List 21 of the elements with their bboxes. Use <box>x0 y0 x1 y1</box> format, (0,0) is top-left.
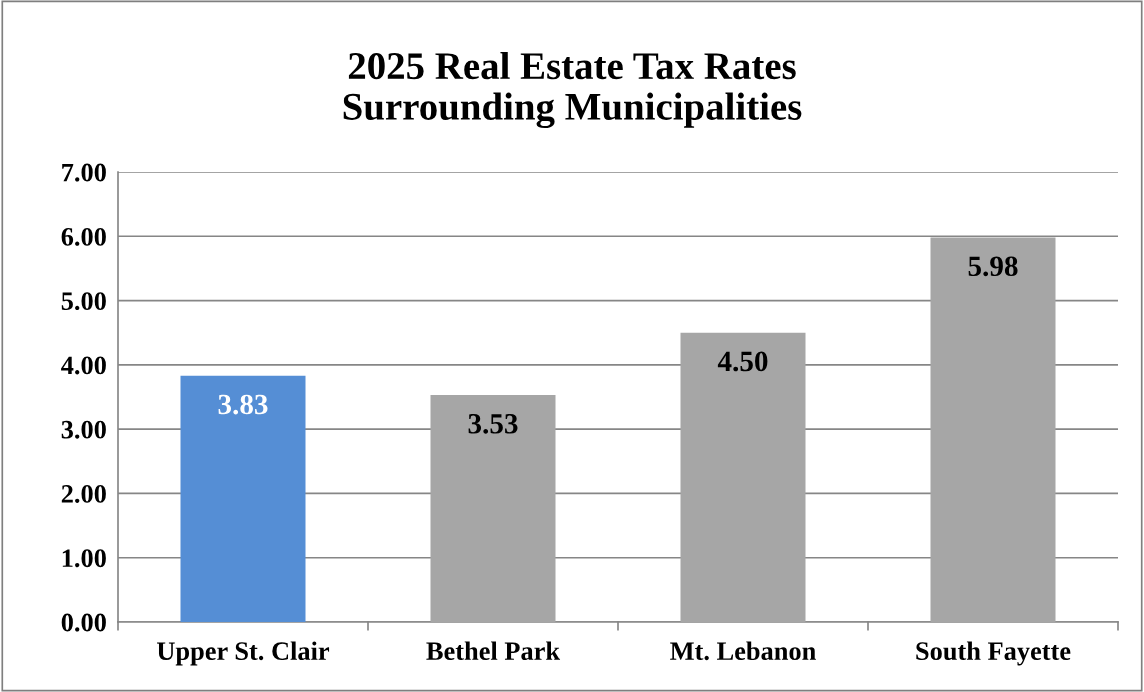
data-label: 4.50 <box>717 351 768 372</box>
y-tick-label: 4.00 <box>61 356 106 375</box>
bar <box>930 237 1056 622</box>
y-tick-label: 3.00 <box>61 420 106 439</box>
data-label: 5.98 <box>968 256 1018 277</box>
y-tick-label: 7.00 <box>62 163 106 182</box>
y-tick-label: 0.00 <box>61 613 106 632</box>
bar <box>680 332 806 622</box>
x-tick-label: South Fayette <box>916 641 1071 666</box>
bar <box>180 375 306 622</box>
y-tick-label: 5.00 <box>61 292 106 311</box>
chart-title: 2025 Real Estate Tax Rates Surrounding Municipalities <box>343 51 802 129</box>
data-label: 3.53 <box>468 414 518 434</box>
y-tick-label: 1.00 <box>62 549 106 568</box>
x-tick-label: Mt. Lebanon <box>670 641 816 661</box>
y-tick-label: 2.00 <box>61 485 106 503</box>
x-tick-label: Upper St. Clair <box>157 641 330 666</box>
x-tick-label: Bethel Park <box>426 641 561 661</box>
y-tick-label: 6.00 <box>61 227 106 246</box>
data-label: 3.83 <box>218 394 268 415</box>
bar <box>430 395 556 622</box>
